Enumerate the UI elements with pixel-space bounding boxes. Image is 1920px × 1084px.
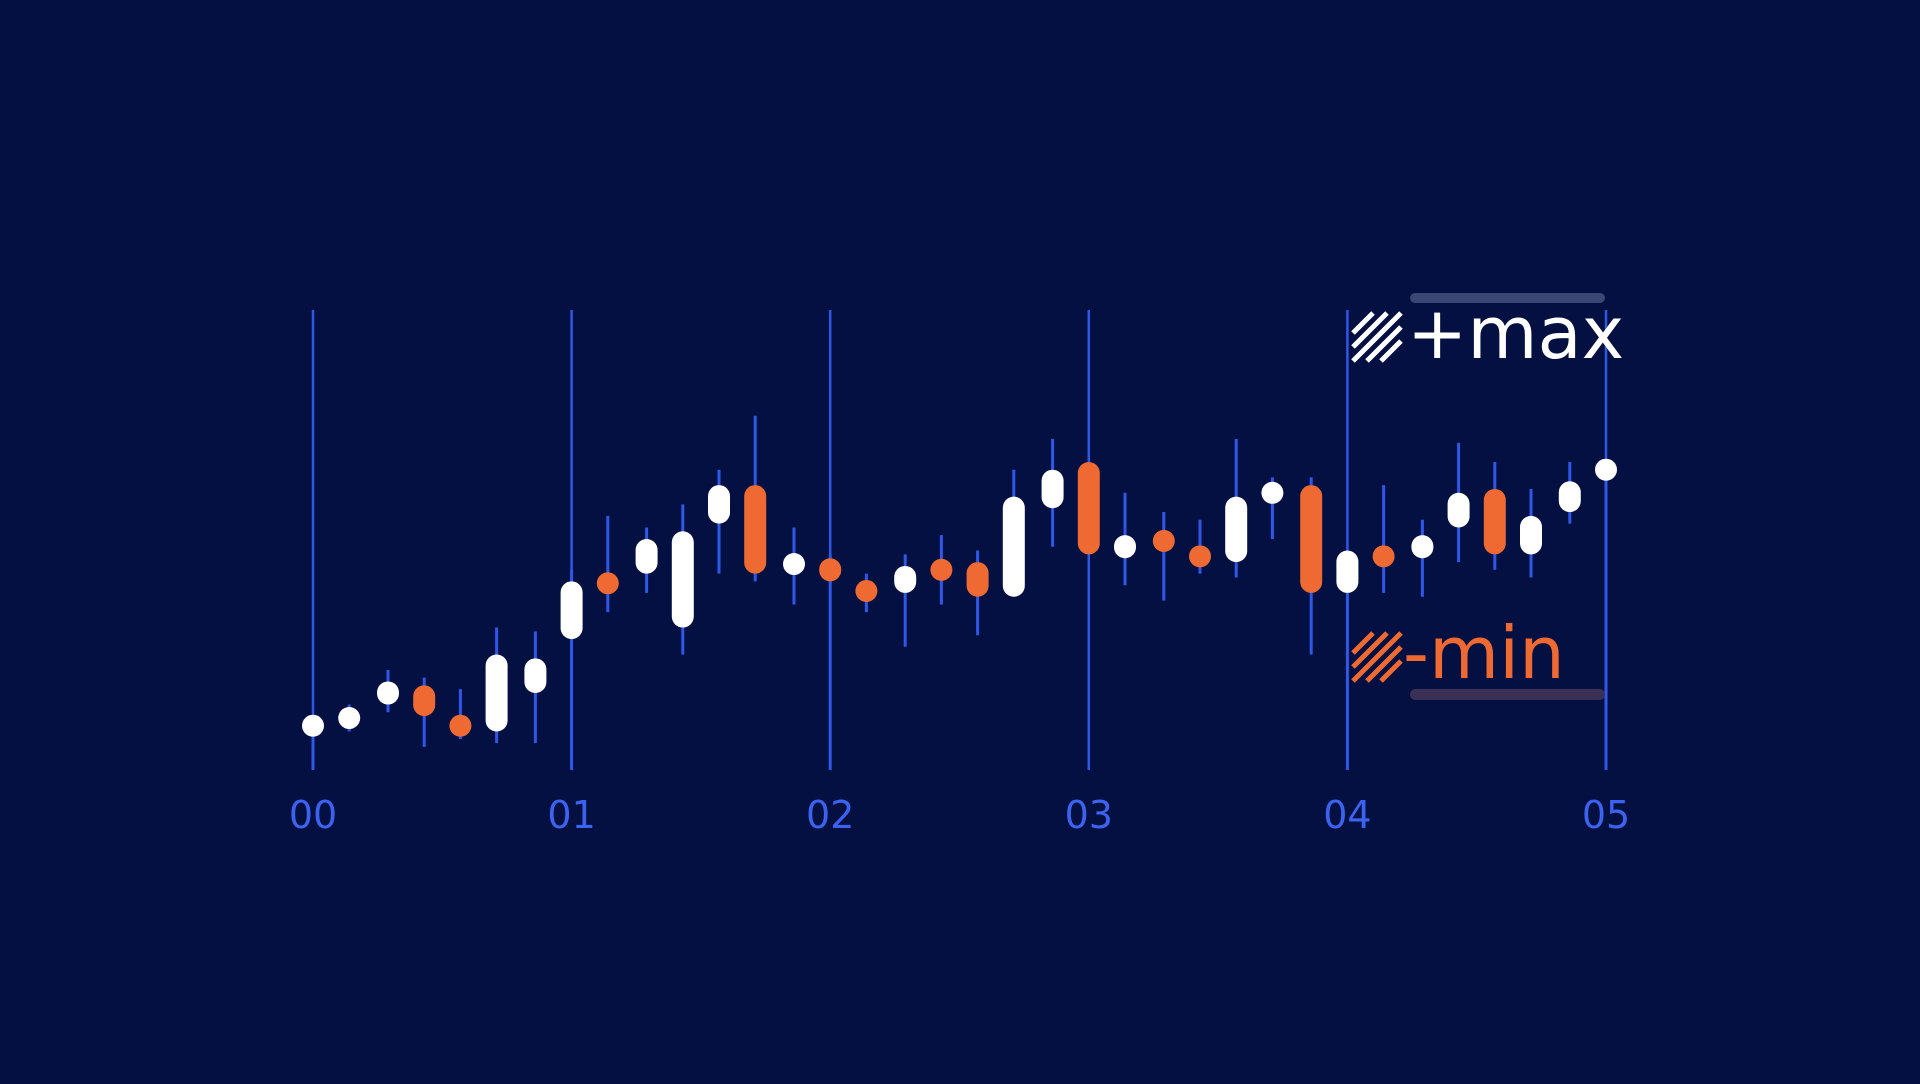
candle-down — [1153, 512, 1175, 601]
candle-up — [1448, 443, 1470, 562]
x-tick-label: 01 — [547, 793, 595, 837]
candle-body — [338, 707, 360, 729]
candle-up — [1003, 470, 1025, 597]
candle-body — [1189, 545, 1211, 567]
candle-down — [967, 551, 989, 636]
candle-down — [1300, 477, 1322, 654]
candle-body — [486, 655, 508, 732]
hatch-orange-icon — [1353, 633, 1401, 681]
candle-body — [819, 558, 841, 581]
candle-down — [1189, 520, 1211, 574]
candle-body — [524, 658, 546, 693]
candle-down — [1484, 462, 1506, 570]
legend-min-bar — [1410, 689, 1605, 700]
candle-down — [1373, 485, 1395, 593]
candle-body — [1411, 535, 1433, 558]
candle-body — [1225, 497, 1247, 562]
candle-body — [783, 553, 805, 575]
legend-max-label: +max — [1407, 291, 1624, 375]
candle-up — [1261, 477, 1283, 539]
candle-down — [744, 416, 766, 582]
candle-down — [597, 516, 619, 612]
candle-body — [561, 581, 583, 639]
candle-up — [1411, 520, 1433, 597]
candle-body — [1078, 462, 1100, 554]
candle-body — [597, 572, 619, 594]
candle-body — [636, 539, 658, 574]
candle-up — [377, 670, 399, 712]
candle-body — [1595, 459, 1617, 481]
candle-up — [1595, 459, 1617, 770]
candle-body — [1261, 482, 1283, 504]
candle-up — [1520, 489, 1542, 578]
candle-up — [783, 527, 805, 604]
candle-up — [672, 504, 694, 654]
candle-down — [819, 554, 841, 770]
candle-body — [894, 566, 916, 593]
candle-body — [302, 715, 324, 737]
candle-body — [1484, 489, 1506, 554]
candles-layer — [302, 416, 1617, 770]
candle-up — [561, 570, 583, 770]
candle-down — [449, 689, 471, 739]
candle-up — [1042, 439, 1064, 547]
candle-body — [930, 559, 952, 581]
candle-up — [1559, 462, 1581, 524]
candle-body — [1448, 493, 1470, 528]
x-tick-label: 02 — [806, 793, 854, 837]
candle-up — [524, 631, 546, 743]
candle-down — [930, 535, 952, 604]
legend-min-label: -min — [1403, 611, 1565, 695]
candle-body — [744, 485, 766, 574]
candle-up — [486, 628, 508, 744]
x-tick-label: 05 — [1582, 793, 1630, 837]
candle-body — [449, 715, 471, 737]
candle-body — [708, 485, 730, 523]
x-tick-label: 00 — [289, 793, 337, 837]
hatch-white-icon — [1353, 313, 1401, 361]
candle-body — [1559, 481, 1581, 512]
candle-body — [1114, 535, 1136, 558]
candle-body — [1300, 485, 1322, 593]
candle-body — [1373, 545, 1395, 567]
candle-up — [302, 715, 324, 770]
candle-body — [1520, 516, 1542, 555]
candle-body — [855, 580, 877, 602]
candle-body — [413, 685, 435, 716]
candle-up — [1114, 493, 1136, 585]
candle-up — [338, 705, 360, 732]
candle-body — [1003, 497, 1025, 597]
candle-body — [1336, 551, 1358, 593]
candle-body — [377, 681, 399, 704]
x-axis: 00 01 02 03 04 05 — [289, 793, 1630, 837]
candle-up — [1336, 551, 1358, 770]
candle-down — [413, 678, 435, 747]
candle-body — [1153, 530, 1175, 552]
candle-body — [967, 562, 989, 597]
candle-up — [1225, 439, 1247, 578]
candle-up — [894, 554, 916, 646]
candle-down — [855, 574, 877, 613]
x-tick-label: 03 — [1065, 793, 1113, 837]
candle-up — [708, 470, 730, 574]
candle-body — [1042, 470, 1064, 509]
candle-up — [636, 527, 658, 592]
candle-body — [672, 531, 694, 627]
x-tick-label: 04 — [1323, 793, 1371, 837]
candle-down — [1078, 462, 1100, 554]
